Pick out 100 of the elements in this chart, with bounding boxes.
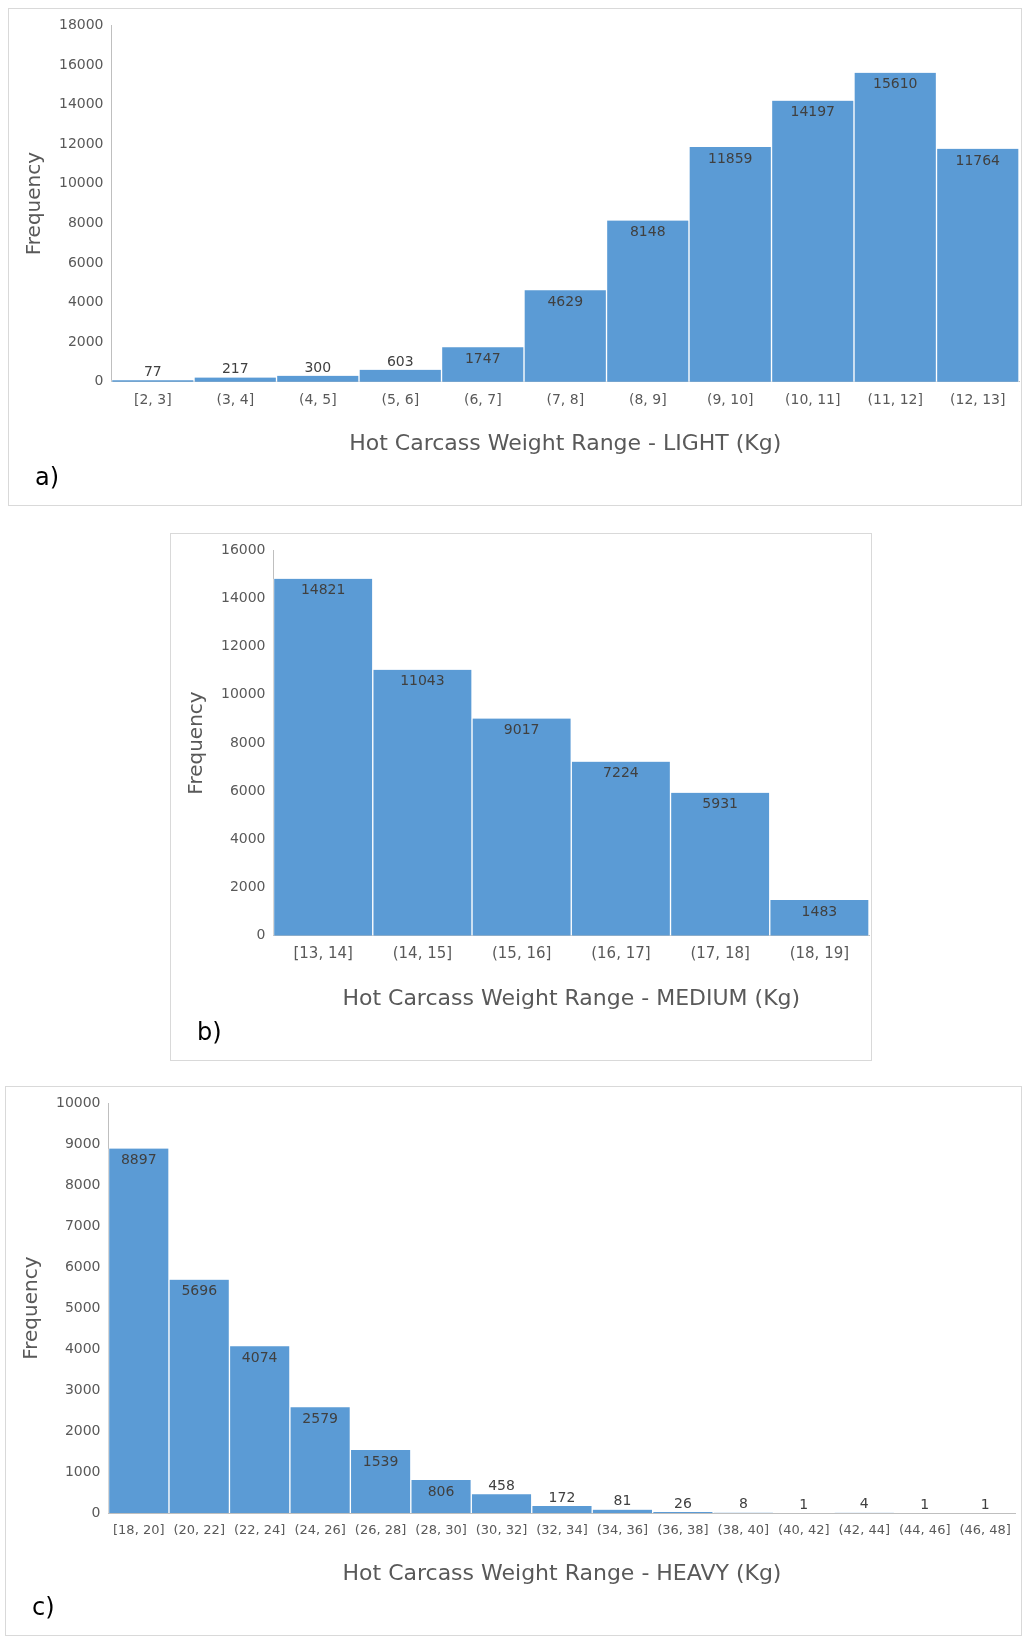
data-label: 11764 — [955, 151, 1001, 168]
y-tick-label: 18000 — [58, 16, 104, 33]
y-tick-label: 4000 — [67, 293, 104, 310]
data-label: 5696 — [181, 1282, 218, 1299]
y-tick-label: 12000 — [220, 637, 266, 654]
y-tick-label: 2000 — [64, 1421, 101, 1438]
y-tick-label: 0 — [256, 926, 266, 943]
x-tick-label: (22, 24] — [233, 1522, 286, 1538]
x-tick-label: (26, 28] — [354, 1522, 407, 1538]
y-tick-label: 6000 — [64, 1257, 101, 1274]
x-tick-label: (40, 42] — [778, 1522, 830, 1538]
x-tick-label: (12, 13] — [950, 390, 1006, 407]
y-axis-title: Frequency — [183, 691, 208, 795]
data-label: 1747 — [464, 349, 501, 366]
y-tick-label: 2000 — [229, 878, 266, 895]
y-tick-label: 8000 — [229, 733, 266, 750]
y-tick-label: 10000 — [58, 174, 104, 191]
y-tick-label: 16000 — [220, 541, 266, 558]
data-label: 9017 — [503, 721, 540, 738]
x-tick-label: (7, 8] — [546, 390, 585, 407]
y-tick-label: 0 — [94, 372, 104, 389]
x-tick-label: (6, 7] — [463, 390, 502, 407]
x-tick-label: (46, 48] — [959, 1522, 1011, 1538]
data-label: 4 — [859, 1495, 869, 1512]
data-label: 5931 — [702, 795, 738, 812]
y-tick-label: 5000 — [64, 1298, 101, 1315]
data-label: 11859 — [707, 149, 753, 166]
x-tick-label: (38, 40] — [717, 1522, 770, 1538]
x-tick-label: (28, 30] — [415, 1522, 467, 1538]
y-tick-label: 1000 — [64, 1462, 101, 1479]
data-label: 300 — [304, 358, 332, 375]
data-label: 806 — [427, 1482, 455, 1499]
y-tick-label: 16000 — [58, 55, 104, 72]
text: b) — [197, 1018, 222, 1046]
data-label: 14197 — [790, 103, 836, 120]
x-tick-label: (18, 19] — [789, 944, 850, 963]
data-label: 11043 — [400, 672, 445, 689]
x-axis-title: Hot Carcass Weight Range - LIGHT (Kg) — [349, 429, 782, 455]
x-axis-title: Hot Carcass Weight Range - HEAVY (Kg) — [342, 1559, 782, 1585]
x-tick-label: (36, 38] — [657, 1522, 709, 1538]
x-axis-title: Hot Carcass Weight Range - MEDIUM (Kg) — [342, 984, 801, 1010]
x-tick-label: (17, 18] — [690, 944, 750, 963]
y-tick-label: 8000 — [64, 1175, 101, 1192]
x-tick-label: [18, 20] — [113, 1522, 165, 1538]
x-tick-label: [2, 3] — [133, 390, 172, 407]
data-label: 217 — [221, 360, 249, 377]
data-label: 15610 — [872, 75, 918, 92]
x-tick-label: (32, 34] — [536, 1522, 588, 1538]
data-label: 8148 — [629, 223, 666, 240]
y-tick-label: 4000 — [64, 1339, 101, 1356]
y-tick-label: 12000 — [58, 134, 104, 151]
x-tick-label: (11, 12] — [867, 390, 923, 407]
x-tick-label: (34, 36] — [596, 1522, 649, 1538]
data-label: 81 — [613, 1492, 632, 1509]
data-label: 4629 — [547, 292, 584, 309]
y-tick-label: 14000 — [58, 95, 104, 112]
y-axis-title: Frequency — [18, 1256, 43, 1360]
data-label: 1 — [920, 1495, 930, 1512]
text: c) — [32, 1593, 55, 1621]
x-tick-label: (16, 17] — [591, 944, 651, 963]
x-tick-label: (42, 44] — [838, 1522, 891, 1538]
data-label: 1539 — [362, 1452, 399, 1469]
data-label: 1 — [980, 1495, 990, 1512]
y-tick-label: 7000 — [64, 1216, 101, 1233]
y-tick-label: 10000 — [220, 685, 266, 702]
data-label: 8 — [738, 1495, 748, 1512]
x-tick-label: (5, 6] — [381, 390, 420, 407]
y-tick-label: 3000 — [64, 1380, 101, 1397]
x-tick-label: (15, 16] — [491, 944, 552, 963]
y-tick-label: 2000 — [67, 332, 104, 349]
y-tick-label: 4000 — [229, 829, 266, 846]
y-tick-label: 10000 — [55, 1094, 101, 1111]
x-tick-label: (14, 15] — [392, 944, 453, 963]
x-tick-label: (9, 10] — [706, 390, 754, 407]
x-tick-label: (24, 26] — [294, 1522, 346, 1538]
data-label: 14821 — [300, 581, 346, 598]
y-tick-label: 14000 — [220, 589, 266, 606]
data-label: 7224 — [603, 764, 639, 781]
data-label: 603 — [386, 352, 414, 369]
x-tick-label: (44, 46] — [898, 1522, 951, 1538]
text: a) — [35, 463, 60, 491]
data-label: 1483 — [801, 902, 838, 919]
y-tick-label: 9000 — [64, 1135, 101, 1151]
x-tick-label: (30, 32] — [475, 1522, 528, 1538]
x-tick-label: (3, 4] — [216, 390, 255, 407]
x-tick-label: (4, 5] — [298, 390, 337, 407]
data-label: 4074 — [241, 1348, 278, 1365]
x-tick-label: (20, 22] — [173, 1522, 225, 1538]
data-label: 8897 — [120, 1151, 157, 1168]
data-label: 26 — [673, 1494, 692, 1511]
y-axis-title: Frequency — [21, 151, 46, 256]
data-label: 458 — [488, 1476, 515, 1493]
x-tick-label: (8, 9] — [628, 390, 667, 407]
x-tick-label: [13, 14] — [293, 944, 353, 963]
y-tick-label: 8000 — [67, 214, 104, 231]
data-label: 2579 — [302, 1410, 338, 1426]
y-tick-label: 6000 — [229, 781, 266, 798]
data-label: 1 — [799, 1495, 809, 1512]
x-tick-label: (10, 11] — [785, 390, 841, 407]
data-label: 172 — [548, 1488, 576, 1505]
